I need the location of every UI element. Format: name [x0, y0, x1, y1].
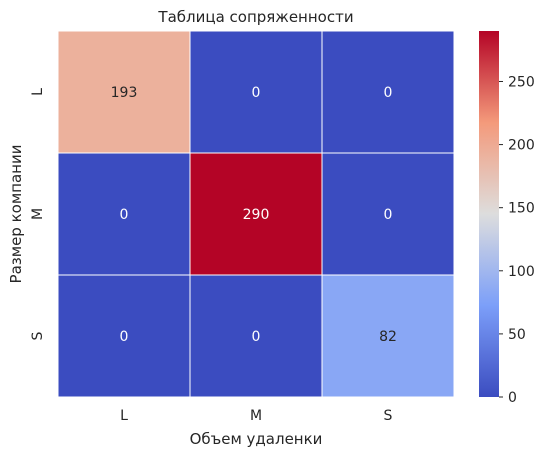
y-tick-labels: L M S	[30, 88, 46, 341]
heatmap-cell	[57, 152, 191, 276]
heatmap-cell	[321, 274, 455, 398]
y-axis-label: Размер компании	[7, 145, 25, 284]
colorbar-tick-label: 0	[508, 390, 517, 406]
colorbar-tick-label: 250	[508, 74, 535, 90]
cell-value-label: 0	[120, 329, 129, 345]
cell-value-label: 193	[111, 85, 138, 101]
cell-value-label: 0	[384, 207, 393, 223]
heatmap-cell	[321, 152, 455, 276]
y-tick-label: L	[30, 88, 46, 96]
x-axis-label: Объем удаленки	[190, 430, 323, 448]
heatmap-cell	[321, 30, 455, 154]
x-tick-label: S	[384, 408, 393, 424]
colorbar-tick-label: 200	[508, 138, 535, 154]
chart-title: Таблица сопряженности	[157, 8, 353, 26]
heatmap-cell	[189, 274, 323, 398]
y-tick-label: S	[30, 331, 46, 340]
cell-value-label: 290	[243, 207, 270, 223]
x-tick-label: L	[120, 408, 128, 424]
cell-value-label: 0	[120, 207, 129, 223]
heatmap-cells: 193 0 0 0 290 0 0 0 82	[57, 30, 455, 398]
cell-value-label: 0	[252, 85, 261, 101]
colorbar-tick-label: 100	[508, 264, 535, 280]
y-tick-label: M	[30, 208, 46, 220]
cell-value-label: 0	[384, 85, 393, 101]
x-tick-label: M	[250, 408, 262, 424]
heatmap-cell	[57, 30, 191, 154]
heatmap-cell	[189, 30, 323, 154]
colorbar-tick-label: 150	[508, 201, 535, 217]
cell-value-label: 0	[252, 329, 261, 345]
cell-value-label: 82	[379, 329, 397, 345]
heatmap-cell	[57, 274, 191, 398]
heatmap-cell	[189, 152, 323, 276]
colorbar	[479, 31, 499, 397]
colorbar-tick-label: 50	[508, 327, 526, 343]
colorbar-ticks: 0 50 100 150 200 250	[499, 74, 535, 406]
